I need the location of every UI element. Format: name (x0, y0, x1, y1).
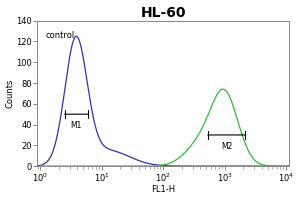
Text: M2: M2 (221, 142, 232, 151)
Text: control: control (45, 31, 74, 40)
Text: M1: M1 (70, 121, 82, 130)
Y-axis label: Counts: Counts (6, 79, 15, 108)
Title: HL-60: HL-60 (140, 6, 186, 20)
X-axis label: FL1-H: FL1-H (151, 185, 175, 194)
